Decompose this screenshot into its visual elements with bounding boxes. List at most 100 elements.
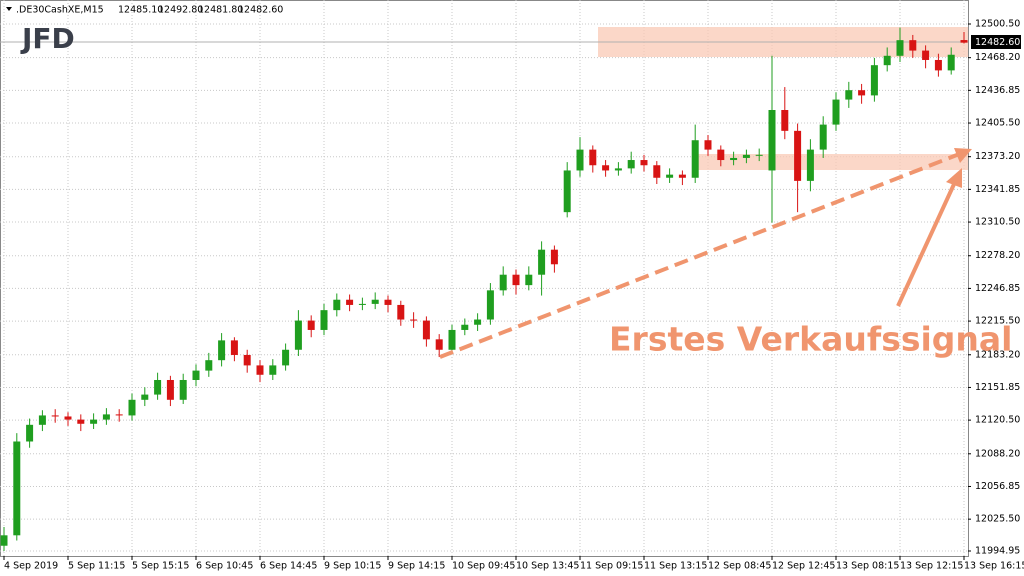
price-tag [971,35,1021,49]
candle-body [934,59,942,71]
candle-body [13,441,21,536]
candle-body [307,320,315,330]
candle-body [422,320,430,340]
candle-body [51,415,59,417]
candle-body [333,299,341,311]
candle-body [499,274,507,291]
candle-body [909,40,917,51]
candle-body [115,414,123,416]
candle-body [230,340,238,355]
y-tick-label: 12088.20 [975,448,1020,459]
y-tick-label: 11994.95 [975,546,1020,557]
candle-body [205,360,213,371]
candle-body [947,54,955,71]
x-tick-label: 5 Sep 15:15 [132,561,189,572]
candle-body [166,379,174,400]
candle-body [538,249,546,275]
signal-arrowhead [946,168,962,188]
candle-body [346,299,354,305]
candle-body [179,379,187,400]
y-tick-label: 12278.20 [975,250,1020,261]
x-tick-label: 9 Sep 10:15 [324,561,381,572]
candle-body [819,124,827,150]
y-tick-label: 12500.50 [975,19,1020,30]
candle-body [282,349,290,366]
x-tick-label: 12 Sep 12:45 [772,561,835,572]
x-tick-label: 10 Sep 13:45 [516,561,579,572]
candle-body [448,329,456,350]
candle-body [589,149,597,166]
candle-body [77,419,85,424]
candle-body [154,379,162,395]
y-tick-label: 12183.20 [975,349,1020,360]
candle-body [525,274,533,286]
candle-body [512,274,520,286]
x-tick-label: 13 Sep 08:15 [836,561,899,572]
candle-body [26,424,34,442]
x-tick-label: 13 Sep 12:15 [900,561,963,572]
candle-body [845,90,853,100]
x-tick-label: 5 Sep 11:15 [68,561,125,572]
support-zone [692,154,968,170]
y-tick-label: 12436.85 [975,85,1020,96]
candle-body [742,154,750,158]
y-tick-label: 12215.50 [975,316,1020,327]
y-tick-label: 12056.85 [975,481,1020,492]
close-price: 12482.60 [238,5,283,16]
trend-line [439,151,963,359]
candle-body [90,419,98,424]
candle-body [832,99,840,125]
candle-body [602,165,610,171]
candle-body [435,339,443,350]
x-tick-label: 12 Sep 08:45 [708,561,771,572]
candle-body [371,299,379,304]
candle-body [384,299,392,305]
y-tick-label: 12151.85 [975,382,1020,393]
y-tick-label: 12246.85 [975,283,1020,294]
x-tick-label: 10 Sep 09:45 [452,561,515,572]
candle-body [269,365,277,375]
y-tick-label: 12341.85 [975,184,1020,195]
candle-body [192,370,200,380]
price-tag-label: 12482.60 [975,37,1020,48]
candle-body [653,165,661,178]
candle-body [691,140,699,178]
y-tick-label: 12310.50 [975,217,1020,228]
logo: JFD [20,22,75,55]
candle-body [883,55,891,66]
candle-body [960,40,968,43]
candle-body [410,319,418,321]
candle-body [870,65,878,96]
candle-body [486,290,494,320]
x-tick-label: 11 Sep 13:15 [644,561,707,572]
y-tick-label: 12405.50 [975,118,1020,129]
candle-body [858,90,866,96]
candle-body [320,310,328,330]
candle-body [461,324,469,330]
open-price: 12485.10 [118,5,163,16]
candle-body [358,303,366,305]
candle-body [0,535,8,546]
low-price: 12481.80 [198,5,243,16]
y-tick-label: 12373.20 [975,151,1020,162]
symbol: .DE30CashXE,M15 [16,5,104,16]
x-tick-label: 9 Sep 14:15 [388,561,445,572]
candle-body [576,149,584,171]
candle-body [794,130,802,181]
x-tick-label: 6 Sep 14:45 [260,561,317,572]
candles [0,27,968,551]
x-tick-label: 13 Sep 16:15 [964,561,1024,572]
candle-body [243,354,251,366]
candle-body [294,320,302,350]
candle-body [781,110,789,131]
trend-arrowhead [954,148,972,163]
plot-frame [0,0,969,557]
candle-body [678,174,686,178]
x-tick-label: 11 Sep 09:15 [580,561,643,572]
candle-body [218,340,226,361]
candle-body [768,110,776,171]
menu-caret [6,7,12,11]
candle-body [614,168,622,171]
candle-body [730,157,738,161]
candle-body [806,149,814,181]
